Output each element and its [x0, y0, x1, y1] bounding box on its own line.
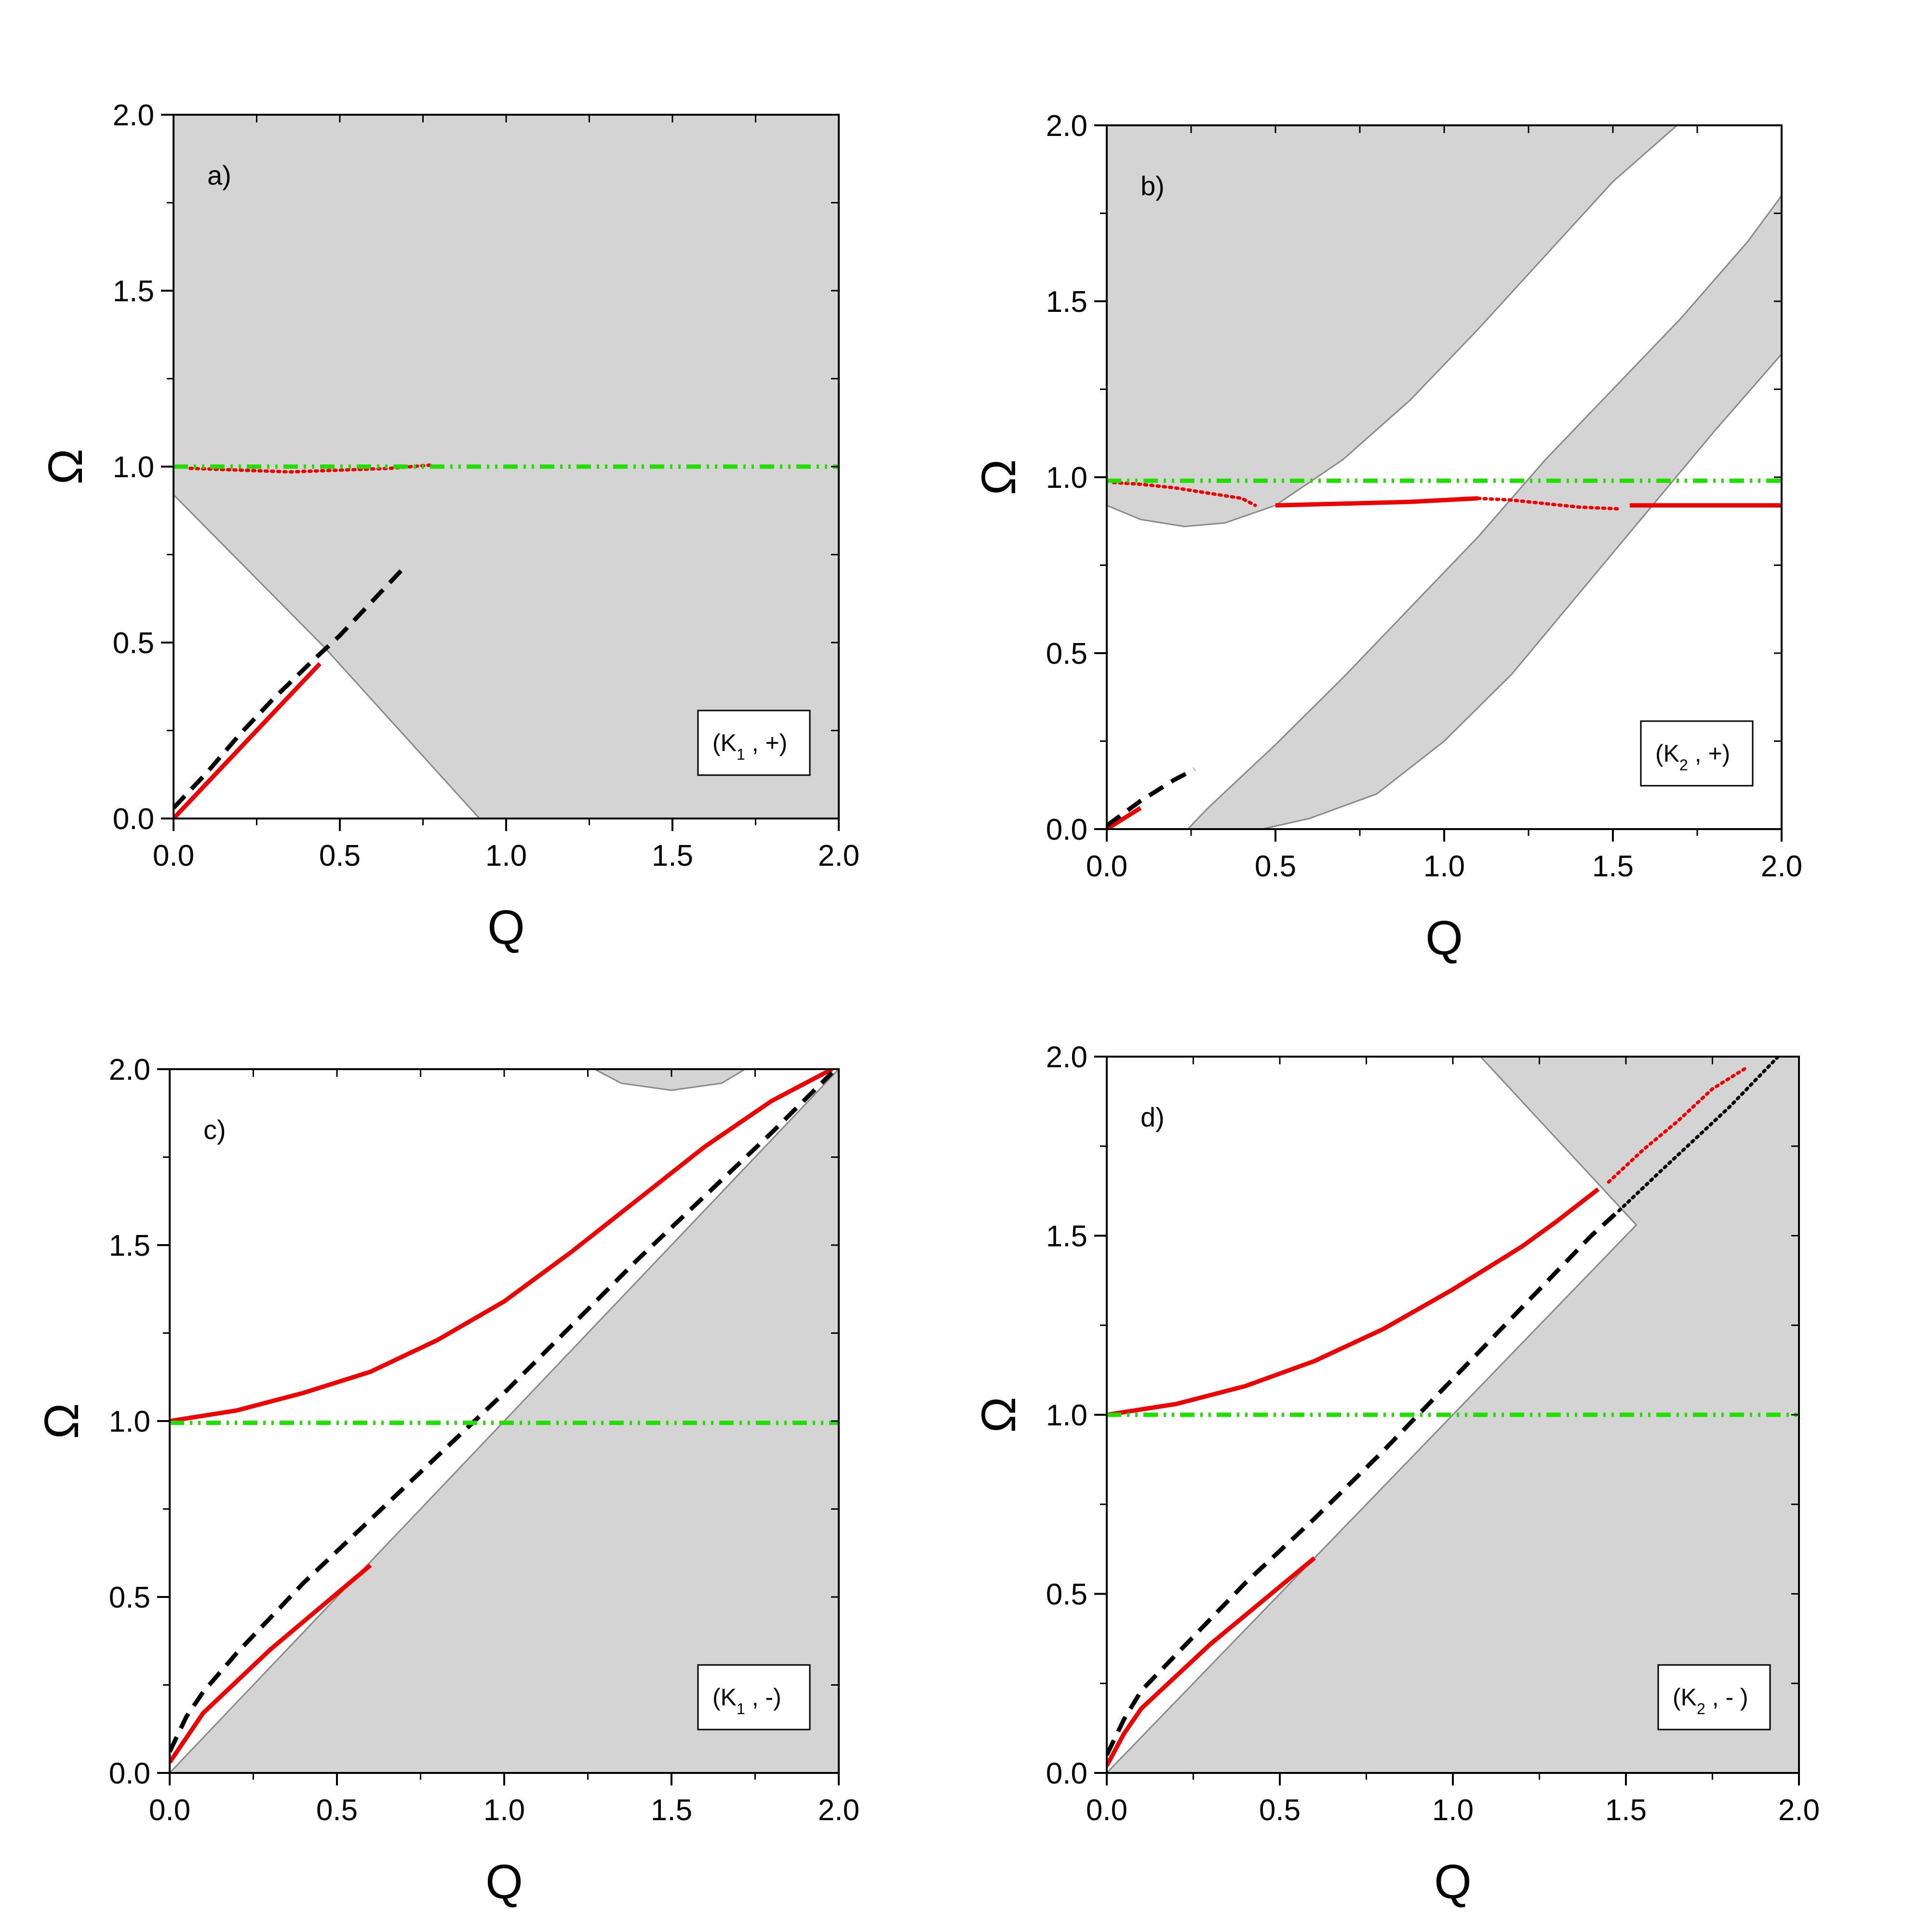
x-tick-label: 1.5: [651, 1794, 692, 1827]
x-tick-label: 1.0: [483, 1794, 525, 1827]
legend-label: (K1 , +): [712, 729, 787, 763]
legend-label: (K2 , +): [1655, 740, 1730, 774]
x-tick-label: 1.0: [1432, 1794, 1474, 1827]
x-axis-title: Q: [1425, 911, 1463, 965]
y-tick-label: 0.0: [113, 803, 154, 836]
legend-sub: 2: [1697, 1700, 1705, 1717]
legend-box: [697, 1664, 811, 1731]
legend-main: (K: [712, 1684, 737, 1711]
x-tick-label: 2.0: [818, 839, 859, 872]
series-red-solid: [1107, 1556, 1316, 1767]
legend-main: (K: [712, 729, 737, 756]
y-tick-label: 1.0: [1046, 461, 1087, 495]
y-tick-label: 0.0: [1046, 1757, 1087, 1790]
legend-box: [697, 710, 811, 776]
legend-tail: , -): [745, 1684, 781, 1711]
x-axis-title: Q: [485, 1855, 523, 1909]
panel-label: b): [1140, 171, 1165, 201]
x-tick-label: 1.5: [1592, 850, 1634, 883]
y-axis-title: Ω: [972, 459, 1026, 496]
y-axis-title: Ω: [972, 1397, 1026, 1433]
series-black-dashed: [174, 567, 405, 810]
x-tick-label: 0.5: [1255, 850, 1296, 883]
x-tick-label: 1.0: [1423, 850, 1465, 883]
legend-tail: , - ): [1705, 1684, 1748, 1711]
y-tick-label: 1.0: [1046, 1399, 1087, 1432]
y-tick-label: 2.0: [109, 1053, 150, 1087]
series-red-dotted: [1607, 1065, 1749, 1184]
y-tick-label: 0.5: [1046, 1578, 1087, 1611]
x-tick-label: 0.0: [1086, 1794, 1127, 1827]
y-tick-label: 1.5: [109, 1229, 150, 1262]
continuum-region: [594, 1069, 747, 1091]
series-black-dotted: [1617, 1057, 1780, 1212]
y-tick-label: 1.0: [113, 451, 154, 484]
continuum-region: [1186, 194, 1782, 829]
legend-sub: 2: [1679, 756, 1688, 774]
x-tick-label: 1.5: [652, 839, 693, 872]
panel-label: d): [1140, 1102, 1165, 1132]
x-axis-title: Q: [487, 900, 525, 954]
y-tick-label: 1.0: [109, 1405, 150, 1438]
panel-label: a): [207, 160, 231, 190]
legend-sub: 1: [737, 1700, 745, 1717]
x-tick-label: 2.0: [818, 1794, 859, 1827]
series-red-solid: [170, 1563, 372, 1764]
series-red-solid: [1107, 1187, 1600, 1417]
y-axis-title: Ω: [39, 449, 93, 485]
x-tick-label: 1.5: [1605, 1794, 1647, 1827]
x-tick-label: 0.0: [153, 839, 194, 872]
y-tick-label: 2.0: [113, 99, 154, 132]
panel-d: 0.0 0.0 0.5 0.5 1.0 1.0 1.5 1.5 2.0 2.0 Q Ωd) (K2 , …: [972, 1041, 1820, 1909]
series-red-solid: [1107, 806, 1142, 829]
y-tick-label: 2.0: [1046, 109, 1087, 143]
legend-tail: , +): [1688, 740, 1731, 767]
legend-main: (K: [1655, 740, 1679, 767]
y-tick-label: 0.0: [1046, 813, 1087, 846]
series-black-dashed: [1107, 767, 1196, 828]
y-tick-label: 0.0: [109, 1757, 150, 1790]
y-tick-label: 1.5: [113, 275, 154, 308]
series-red-solid: [174, 662, 322, 818]
legend-main: (K: [1673, 1684, 1697, 1711]
y-tick-label: 1.5: [1046, 285, 1087, 319]
continuum-region: [1107, 125, 1678, 527]
series-red-solid: [1275, 496, 1478, 508]
y-axis-title: Ω: [35, 1403, 89, 1439]
x-tick-label: 0.0: [149, 1794, 190, 1827]
legend-box: [1640, 720, 1754, 787]
x-tick-label: 1.0: [485, 839, 527, 872]
series-red-dotted: [1112, 481, 1257, 507]
y-tick-label: 0.5: [113, 627, 154, 660]
x-tick-label: 0.5: [1259, 1794, 1301, 1827]
y-tick-label: 0.5: [1046, 637, 1087, 671]
x-axis-title: Q: [1434, 1855, 1472, 1909]
x-tick-label: 0.5: [319, 839, 361, 872]
series-black-dashed: [1107, 1209, 1621, 1756]
legend-tail: , +): [745, 729, 788, 756]
legend-box: [1657, 1664, 1771, 1731]
continuum-region: [1107, 1057, 1799, 1773]
legend-label: (K1 , -): [712, 1684, 781, 1717]
legend-sub: 1: [737, 746, 745, 763]
series-red-dotted: [1476, 496, 1622, 511]
panel-a: 0.00.0 0.5 0.5 1.0 1.0 1.5 1.5 2.0 2.0 Q Ωa) (K1 , …: [39, 99, 859, 954]
panel-c: 0.0 0.0 0.5 0.5 1.0 1.0 1.5 1.5 2.0 2.0 Q Ωc) (K1 , …: [35, 1053, 859, 1909]
legend-label: (K2 , - ): [1673, 1684, 1748, 1717]
y-tick-label: 2.0: [1046, 1041, 1087, 1074]
x-tick-label: 2.0: [1778, 1794, 1820, 1827]
series-red-solid: [170, 1069, 833, 1423]
y-tick-label: 0.5: [109, 1581, 150, 1614]
y-tick-label: 1.5: [1046, 1220, 1087, 1253]
panel-b: 0.0 0.0 0.5 0.5 1.0 1.0 1.5 1.5 2.0 2.0 Q Ωb) (K2 , …: [972, 109, 1802, 965]
series-black-dashed: [170, 1071, 834, 1753]
x-tick-label: 2.0: [1761, 850, 1802, 883]
x-tick-label: 0.0: [1086, 850, 1127, 883]
x-tick-label: 0.5: [316, 1794, 358, 1827]
panel-label: c): [203, 1114, 226, 1145]
